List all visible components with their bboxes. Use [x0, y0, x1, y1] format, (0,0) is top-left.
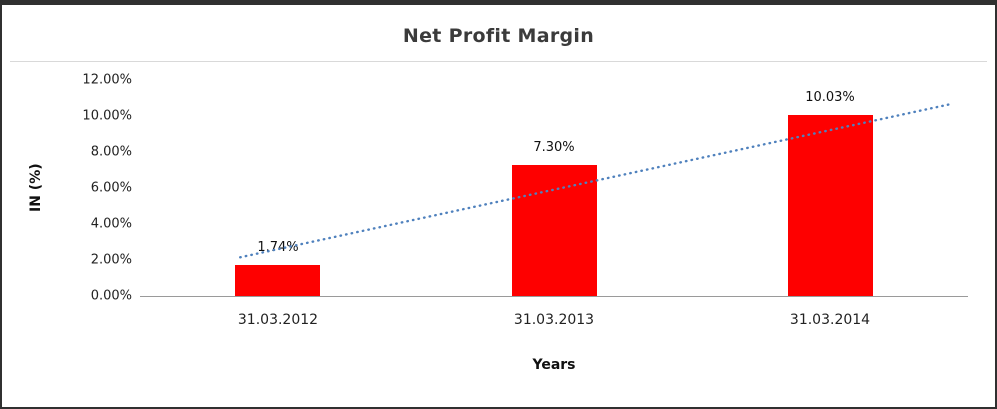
y-axis-tick-labels: 0.00% 2.00% 4.00% 6.00% 8.00% 10.00% 12.00% [2, 73, 132, 304]
y-axis-tick-label: 0.00% [90, 288, 132, 304]
y-axis-tick-label: 4.00% [90, 216, 132, 232]
x-axis-title: Years [532, 357, 576, 373]
bar-31.03.2014 [787, 115, 873, 296]
x-axis-tick-label: 31.03.2013 [513, 312, 595, 328]
y-axis-tick-label: 10.00% [82, 108, 132, 124]
y-axis-tick-label: 8.00% [90, 144, 132, 160]
data-label: 10.03% [805, 90, 855, 106]
y-axis-tick-label: 6.00% [90, 180, 132, 196]
chart-area-top-border [10, 61, 987, 62]
x-axis-tick-label: 31.03.2014 [789, 312, 871, 328]
data-label: 1.74% [257, 239, 299, 255]
bar-31.03.2013 [511, 164, 597, 296]
x-axis-tick-label: 31.03.2012 [237, 312, 319, 328]
x-axis-tick-labels: 31.03.2012 31.03.2013 31.03.2014 [140, 312, 968, 332]
y-axis-tick-label: 2.00% [90, 252, 132, 268]
chart-title: Net Profit Margin [402, 25, 595, 47]
plot-area: 1.74% 7.30% 10.03% [140, 80, 968, 297]
data-label: 7.30% [533, 139, 575, 155]
bar-31.03.2012 [235, 264, 321, 296]
y-axis-tick-label: 12.00% [82, 72, 132, 88]
